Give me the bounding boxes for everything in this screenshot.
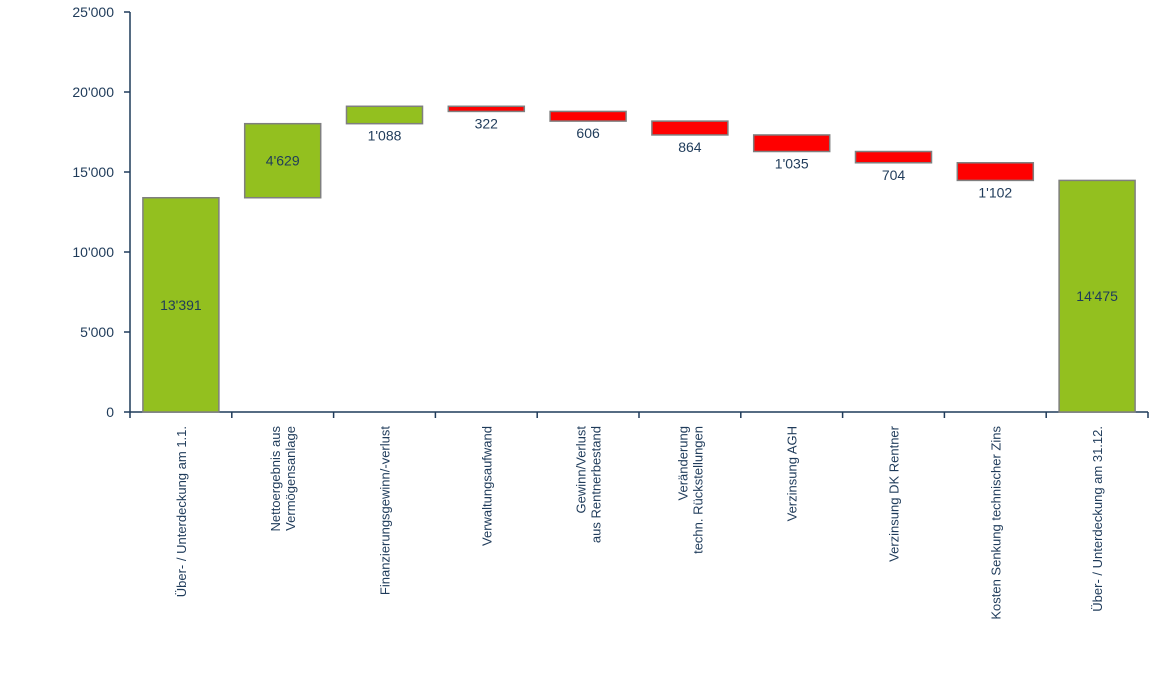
category-label: Gewinn/Verlust aus Rentnerbestand xyxy=(574,426,604,543)
bar-total xyxy=(142,196,220,413)
category-label: Über- / Unterdeckung am 1.1. xyxy=(174,426,189,597)
value-label: 322 xyxy=(475,115,499,131)
y-axis: 0 5'000 10'000 15'000 20'000 25'000 xyxy=(72,4,131,420)
value-label: 606 xyxy=(576,125,600,141)
category-label: Verzinsung AGH xyxy=(785,426,800,521)
category-label-line: techn. Rückstellungen xyxy=(690,426,705,554)
value-label: 1'102 xyxy=(978,184,1012,200)
category-label-line: aus Rentnerbestand xyxy=(589,426,604,543)
category-label: Verwaltungsaufwand xyxy=(479,426,494,546)
bar-decrease xyxy=(854,150,933,164)
category-label-line: Verwaltungsaufwand xyxy=(479,426,494,546)
bar-decrease xyxy=(651,120,729,136)
category-label: Veränderung techn. Rückstellungen xyxy=(675,426,705,554)
y-tick-label: 15'000 xyxy=(72,164,114,180)
category-label-line: Verzinsung AGH xyxy=(785,426,800,521)
y-tick-label: 10'000 xyxy=(72,244,114,260)
category-label: Verzinsung DK Rentner xyxy=(887,425,902,562)
value-label: 1'088 xyxy=(368,128,402,144)
bar-increase xyxy=(243,122,322,199)
bars-group xyxy=(142,105,1136,413)
bar-decrease xyxy=(956,162,1035,182)
category-label-line: Über- / Unterdeckung am 1.1. xyxy=(174,426,189,597)
category-label: Kosten Senkung technischer Zins xyxy=(988,426,1003,620)
value-label: 4'629 xyxy=(266,153,300,169)
category-labels-group: Über- / Unterdeckung am 1.1. Nettoergebni… xyxy=(174,425,1105,619)
category-label-line: Vermögensanlage xyxy=(283,426,298,531)
category-label-line: Kosten Senkung technischer Zins xyxy=(988,426,1003,620)
value-label: 14'475 xyxy=(1076,288,1118,304)
y-tick-label: 25'000 xyxy=(72,4,114,20)
category-label-line: Veränderung xyxy=(675,426,690,500)
y-tick-label: 5'000 xyxy=(80,324,114,340)
x-axis xyxy=(129,411,1149,418)
bar-decrease xyxy=(752,134,831,153)
bar-decrease xyxy=(549,110,627,122)
value-labels-group: 13'391 4'629 1'088 322 606 864 1'035 704 1'102 14… xyxy=(160,115,1118,312)
value-label: 864 xyxy=(678,139,702,155)
category-label-line: Verzinsung DK Rentner xyxy=(887,425,902,562)
category-label: Über- / Unterdeckung am 31.12. xyxy=(1090,426,1105,612)
value-label: 1'035 xyxy=(775,156,809,172)
value-label: 13'391 xyxy=(160,297,202,313)
category-label: Finanzierungsgewinn/-verlust xyxy=(378,426,393,595)
value-label: 704 xyxy=(882,167,906,183)
category-label: Nettoergebnis aus Vermögensanlage xyxy=(268,426,298,532)
bar-total xyxy=(1058,179,1136,413)
y-tick-label: 20'000 xyxy=(72,84,114,100)
bar-decrease xyxy=(447,105,526,113)
bar-increase xyxy=(345,105,424,125)
category-label-line: Gewinn/Verlust xyxy=(574,426,589,514)
category-label-line: Finanzierungsgewinn/-verlust xyxy=(378,426,393,595)
y-tick-label: 0 xyxy=(106,404,114,420)
category-label-line: Über- / Unterdeckung am 31.12. xyxy=(1090,426,1105,612)
category-label-line: Nettoergebnis aus xyxy=(268,426,283,532)
